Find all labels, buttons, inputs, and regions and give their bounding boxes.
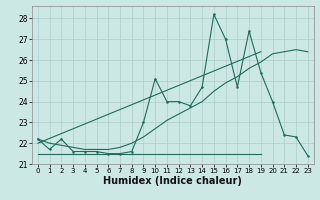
X-axis label: Humidex (Indice chaleur): Humidex (Indice chaleur): [103, 176, 242, 186]
